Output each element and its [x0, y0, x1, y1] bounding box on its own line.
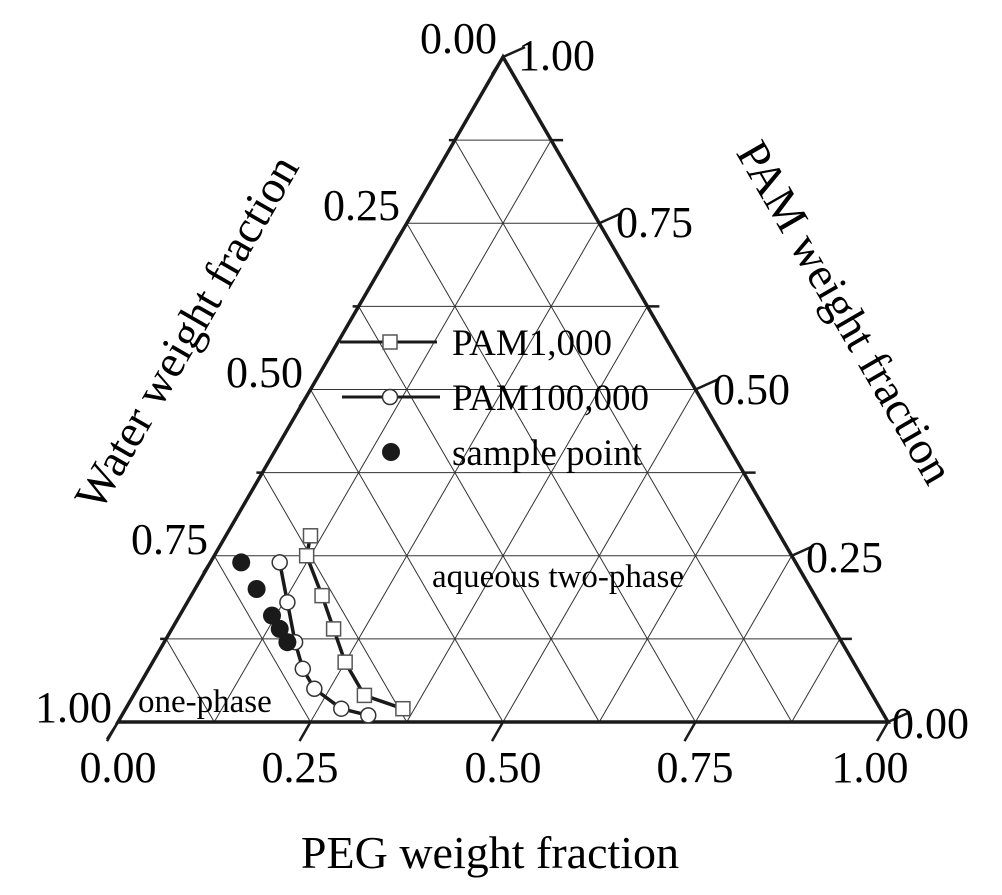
pam-tick-100: 1.00: [518, 31, 595, 80]
right-axis-title: PAM weight fraction: [727, 132, 965, 492]
tick-pam: [887, 710, 911, 724]
bottom-axis-title: PEG weight fraction: [301, 827, 679, 878]
grid-line-peg: [791, 638, 841, 723]
open-circle-marker: [306, 680, 323, 697]
grid-line-peg: [502, 389, 696, 723]
grid-line-peg: [695, 555, 793, 723]
tick-pam: [598, 212, 622, 225]
open-circle-icon: [381, 388, 399, 406]
peg-tick-100: 1.00: [832, 743, 909, 792]
tick-water: [490, 56, 505, 75]
tick-water: [202, 555, 216, 574]
peg-tick-0: 0.00: [80, 743, 157, 792]
tick-pam: [791, 544, 815, 557]
bottom-axis-tick-labels: 0.00 0.25 0.50 0.75 1.00: [80, 743, 909, 792]
tick-peg: [298, 721, 312, 742]
filled-circle-marker: [232, 553, 251, 572]
legend-item-pam100000: PAM100,000: [342, 378, 649, 419]
pam-tick-075: 0.75: [616, 198, 693, 247]
left-axis-tick-labels: 0.00 0.25 0.50 0.75 1.00: [35, 14, 497, 732]
peg-tick-050: 0.50: [465, 743, 542, 792]
legend: PAM1,000 PAM100,000 sample point: [340, 323, 649, 474]
tick-water: [298, 388, 312, 408]
open-square-marker: [298, 548, 315, 564]
open-circle-marker: [271, 554, 288, 571]
peg-tick-075: 0.75: [657, 743, 734, 792]
series-line: [304, 535, 404, 711]
left-axis-title: Water weight fraction: [65, 146, 309, 518]
open-square-marker: [314, 587, 330, 604]
open-square-marker: [395, 700, 411, 717]
region-label-one-phase: one-phase: [138, 684, 272, 720]
filled-circle-marker: [247, 580, 266, 598]
grid-line-water: [454, 139, 793, 723]
water-tick-0: 0.00: [420, 14, 497, 63]
water-tick-100: 1.00: [35, 683, 112, 732]
axis-ticks: [105, 45, 911, 742]
filled-circle-icon: [382, 443, 400, 461]
grid-line-water: [261, 472, 408, 723]
pam-tick-050: 0.50: [713, 365, 790, 414]
right-axis-tick-labels: 0.00 0.25 0.50 0.75 1.00: [518, 31, 969, 748]
data-series: [232, 528, 411, 724]
open-circle-marker: [294, 660, 312, 678]
legend-item-sample-point: sample point: [382, 433, 643, 474]
grid-line-water: [213, 555, 311, 723]
legend-label-pam100000: PAM100,000: [452, 378, 649, 419]
filled-circle-marker: [278, 633, 297, 652]
open-square-marker: [356, 687, 373, 704]
open-square-marker: [337, 654, 353, 670]
series-pam1-000: [298, 528, 411, 717]
region-label-aqueous-two-phase: aqueous two-phase: [432, 559, 684, 595]
open-circle-marker: [360, 707, 377, 724]
tick-water: [394, 222, 408, 242]
legend-label-sample-point: sample point: [452, 433, 643, 474]
tick-peg: [875, 721, 890, 742]
legend-item-pam1000: PAM1,000: [340, 323, 612, 364]
tick-pam: [694, 378, 719, 391]
tick-peg: [683, 721, 697, 742]
tick-water: [105, 721, 120, 740]
open-circle-marker: [279, 594, 296, 611]
filled-circle-marker: [270, 619, 289, 638]
grid-line-water: [310, 389, 504, 723]
pam-tick-025: 0.25: [806, 533, 883, 582]
grid-line-peg: [406, 306, 648, 723]
grid-line-peg: [213, 139, 552, 723]
open-square-marker: [325, 621, 342, 637]
water-tick-075: 0.75: [131, 515, 208, 564]
legend-label-pam1000: PAM1,000: [452, 323, 612, 364]
grid-line-peg: [598, 472, 745, 723]
tick-peg: [490, 721, 505, 742]
open-circle-marker: [333, 700, 350, 717]
grid-line-water: [358, 306, 600, 723]
water-tick-050: 0.50: [226, 348, 303, 397]
grid-lines: [165, 139, 841, 723]
filled-circle-marker: [263, 606, 281, 625]
series-sample-point: [232, 553, 297, 652]
open-square-icon: [382, 334, 398, 350]
tick-pam: [502, 45, 526, 59]
water-tick-025: 0.25: [323, 181, 400, 230]
grid-line-water: [165, 638, 215, 723]
pam-tick-0: 0.00: [892, 699, 969, 748]
peg-tick-025: 0.25: [262, 743, 339, 792]
open-square-marker: [302, 528, 319, 544]
